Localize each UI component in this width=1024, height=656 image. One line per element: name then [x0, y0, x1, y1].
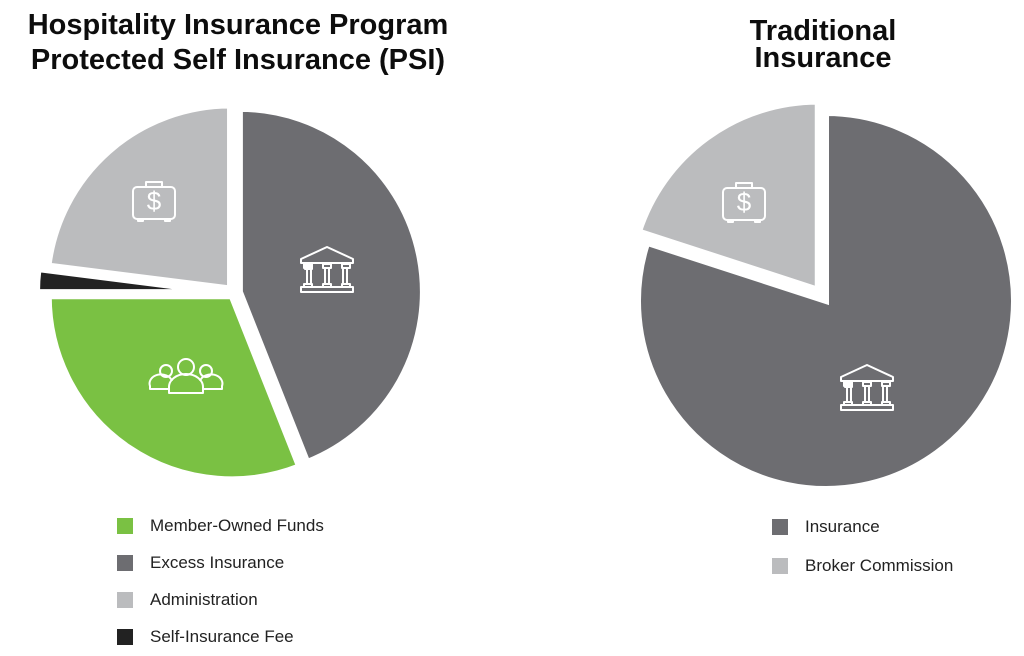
legend-swatch: [117, 628, 133, 645]
legend-label: Administration: [150, 589, 258, 609]
people-icon: [148, 358, 224, 394]
traditional-legend: Insurance Broker Commission: [772, 507, 953, 585]
psi-legend: Member-Owned Funds Excess Insurance Admi…: [117, 507, 324, 655]
traditional-title-line2: Insurance: [754, 42, 892, 74]
pie-slice-member-owned-funds: [45, 293, 304, 483]
legend-swatch: [117, 591, 133, 608]
legend-swatch: [772, 518, 788, 535]
svg-text:$: $: [737, 187, 752, 217]
legend-swatch: [117, 517, 133, 534]
psi-title-line1: Hospitality Insurance Program: [27, 9, 449, 41]
money-briefcase-icon: $: [132, 181, 176, 222]
legend-label: Insurance: [805, 516, 880, 536]
legend-swatch: [117, 554, 133, 571]
bank-icon: [300, 246, 354, 293]
legend-label: Member-Owned Funds: [150, 515, 324, 535]
legend-item-insurance: Insurance: [772, 507, 953, 546]
pie-slice-administration: [45, 102, 234, 292]
traditional-title-line1: Traditional: [749, 15, 897, 47]
pie-slice-self-insurance-fee: [34, 265, 221, 296]
traditional-chart-title: Traditional Insurance: [700, 15, 946, 74]
legend-swatch: [772, 557, 788, 574]
legend-item-broker-commission: Broker Commission: [772, 546, 953, 585]
money-briefcase-icon: $: [722, 182, 766, 223]
bank-icon: [840, 364, 894, 411]
legend-item-administration: Administration: [117, 581, 324, 618]
pie-slice-broker-commission: [635, 98, 821, 294]
psi-chart-title: Hospitality Insurance Program Protected …: [0, 8, 476, 78]
legend-item-self-insurance-fee: Self-Insurance Fee: [117, 618, 324, 655]
legend-item-excess-insurance: Excess Insurance: [117, 544, 324, 581]
legend-label: Excess Insurance: [150, 552, 285, 572]
legend-label: Broker Commission: [805, 555, 954, 575]
svg-text:$: $: [147, 186, 162, 216]
legend-label: Self-Insurance Fee: [150, 626, 294, 646]
slice-icons: $ $: [132, 181, 894, 411]
traditional-pie-chart: [635, 98, 1017, 492]
pie-slice-insurance: [635, 109, 1017, 492]
psi-title-line2: Protected Self Insurance (PSI): [30, 44, 446, 76]
psi-pie-chart: [34, 102, 426, 483]
legend-item-member-owned-funds: Member-Owned Funds: [117, 507, 324, 544]
